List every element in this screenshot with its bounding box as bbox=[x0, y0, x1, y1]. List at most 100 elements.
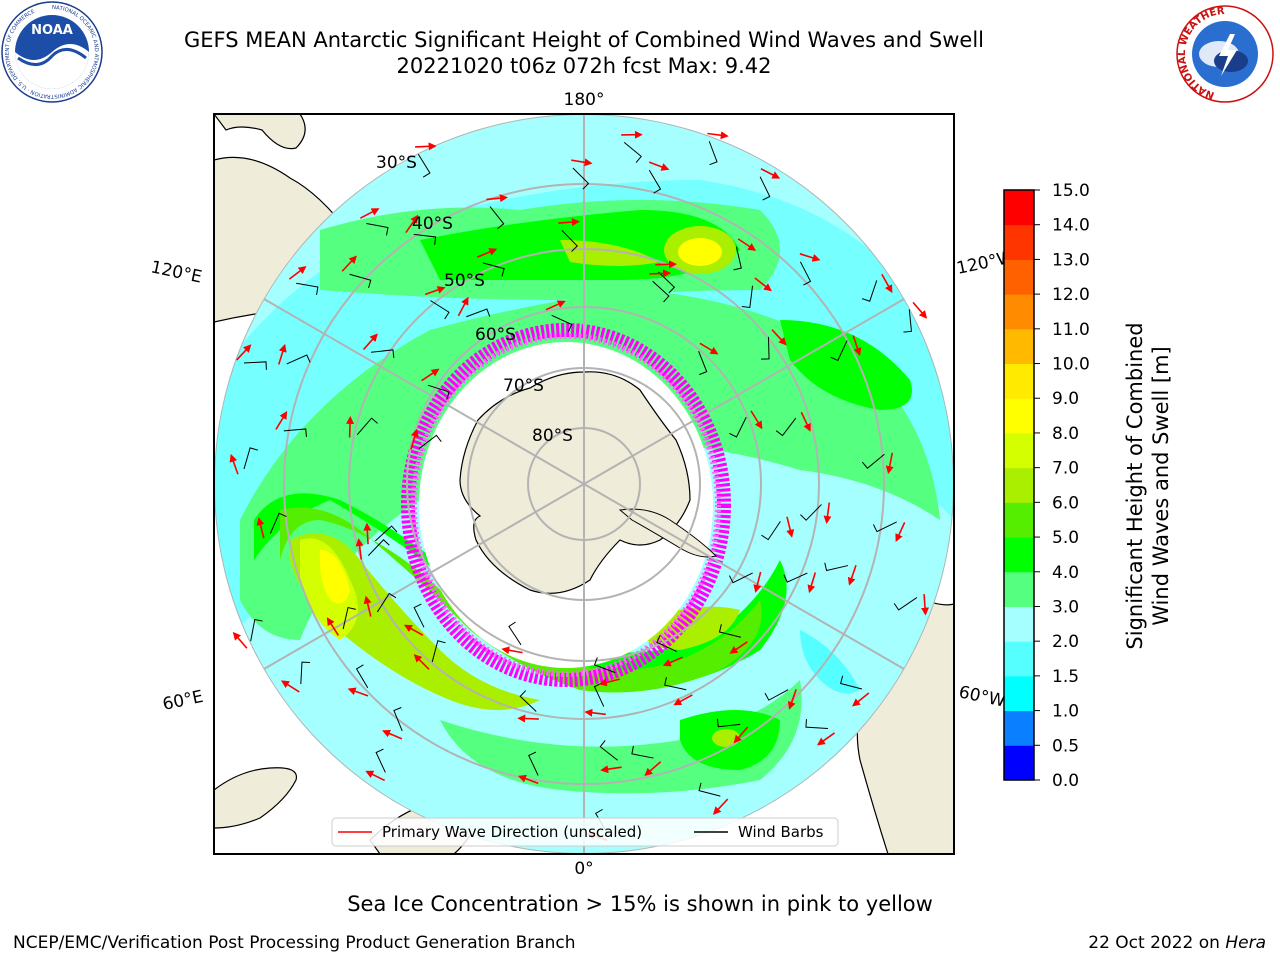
lon-label-180: 180° bbox=[564, 90, 605, 110]
wind-barb bbox=[830, 340, 848, 362]
wind-barb bbox=[376, 592, 397, 613]
wave-direction-arrow bbox=[277, 343, 287, 365]
wave-direction-layer bbox=[229, 130, 929, 842]
wave-direction-arrow bbox=[410, 428, 419, 450]
colorbar-tick-label: 3.0 bbox=[1052, 597, 1079, 617]
wave-direction-arrow bbox=[760, 168, 781, 179]
lon-label-60w: 60°W bbox=[957, 682, 1007, 711]
wind-barb bbox=[698, 351, 708, 376]
wave-direction-arrow bbox=[236, 344, 252, 361]
wave-direction-arrow bbox=[288, 265, 307, 280]
nws-logo: NATIONAL WEATHER SERVICE bbox=[1175, 4, 1274, 103]
wave-direction-arrow bbox=[584, 708, 606, 717]
wind-barb bbox=[489, 206, 505, 230]
wind-barb bbox=[413, 603, 425, 628]
colorbar-tick-label: 9.0 bbox=[1052, 389, 1079, 409]
colorbar-swatch bbox=[1004, 502, 1034, 538]
wave-direction-arrow bbox=[750, 410, 763, 430]
wind-barb bbox=[893, 597, 918, 611]
wind-barb bbox=[761, 521, 781, 541]
colorbar-label-line2: Wind Waves and Swell [m] bbox=[1149, 346, 1173, 626]
colorbar-tick-label: 11.0 bbox=[1052, 320, 1090, 340]
wave-direction-arrow bbox=[421, 368, 440, 382]
legend-wave-direction: Primary Wave Direction (unscaled) bbox=[382, 823, 642, 841]
wind-barb bbox=[805, 719, 828, 730]
wind-barb bbox=[528, 751, 539, 776]
wave-direction-arrow bbox=[754, 277, 772, 292]
colorbar-tick-label: 7.0 bbox=[1052, 459, 1079, 479]
footer-date-text: 22 Oct 2022 on bbox=[1088, 933, 1220, 953]
wave-direction-arrow bbox=[644, 761, 662, 776]
footer-date: 22 Oct 2022 on Hera bbox=[1088, 933, 1266, 953]
wave-direction-arrow bbox=[753, 571, 762, 593]
colorbar-tick-label: 1.0 bbox=[1052, 702, 1079, 722]
colorbar-swatch bbox=[1004, 745, 1034, 781]
colorbar: 0.0 0.5 1.0 1.5 2.0 3.0 4.0 5.0 6.0 7.0 8.0 9.0 10.0… bbox=[1003, 181, 1090, 791]
graticule bbox=[214, 114, 954, 854]
wave-direction-arrow bbox=[280, 680, 300, 693]
wind-barbs-layer bbox=[243, 141, 918, 833]
wind-barb bbox=[561, 229, 578, 252]
wind-barb bbox=[300, 661, 310, 685]
wave-direction-arrow bbox=[807, 572, 817, 594]
wind-barb bbox=[342, 606, 356, 630]
colorbar-tick-label: 14.0 bbox=[1052, 216, 1090, 236]
colorbar-tick-label: 15.0 bbox=[1052, 181, 1090, 201]
colorbar-swatch bbox=[1004, 710, 1034, 746]
wind-barb bbox=[250, 618, 263, 642]
wind-barb bbox=[623, 141, 642, 163]
wave-direction-arrow bbox=[545, 300, 566, 311]
wave-direction-arrow bbox=[786, 516, 795, 538]
wind-barb bbox=[698, 782, 721, 797]
wave-direction-arrow bbox=[347, 687, 369, 697]
wind-barb bbox=[664, 677, 687, 691]
wind-barb bbox=[716, 718, 741, 728]
noaa-logo: NOAA NATIONAL OCEANIC AND ATMOSPHERIC AD… bbox=[1, 1, 103, 103]
wind-barb bbox=[243, 361, 267, 370]
wind-barb bbox=[861, 280, 878, 302]
colorbar-swatch bbox=[1004, 190, 1034, 226]
wind-barb bbox=[508, 621, 522, 646]
wind-barb bbox=[366, 222, 389, 236]
wind-barb bbox=[374, 525, 398, 542]
colorbar-swatch bbox=[1004, 432, 1034, 469]
wave-direction-arrow bbox=[413, 654, 430, 670]
chart-title: GEFS MEAN Antarctic Significant Height o… bbox=[183, 28, 985, 52]
wave-direction-arrow bbox=[518, 774, 539, 785]
wind-barb bbox=[800, 504, 822, 521]
map-frame bbox=[213, 113, 955, 855]
wave-direction-arrow bbox=[355, 538, 364, 560]
wave-direction-arrow bbox=[733, 726, 749, 744]
wave-direction-arrow bbox=[662, 656, 683, 667]
wind-barb bbox=[286, 354, 311, 365]
wave-direction-arrow bbox=[256, 517, 265, 539]
wave-direction-arrow bbox=[649, 269, 672, 278]
wave-direction-arrow bbox=[362, 333, 378, 351]
lat-label-70s: 70°S bbox=[503, 376, 544, 396]
wave-direction-arrow bbox=[816, 732, 836, 746]
wind-barb bbox=[652, 280, 670, 303]
wind-barb bbox=[872, 521, 897, 533]
wave-direction-arrow bbox=[852, 692, 870, 707]
wind-barb bbox=[551, 314, 573, 332]
wave-direction-arrow bbox=[486, 194, 508, 203]
longitude-labels: 180° 0° 120°E 120°W 60°E 60°W bbox=[149, 90, 1016, 879]
wave-direction-arrow bbox=[405, 214, 419, 233]
wave-direction-arrow bbox=[699, 342, 719, 355]
wave-direction-arrow bbox=[729, 641, 748, 654]
wave-direction-arrow bbox=[852, 335, 862, 356]
wave-direction-arrow bbox=[598, 678, 620, 687]
colorbar-tick-label: 12.0 bbox=[1052, 285, 1090, 305]
wave-direction-arrow bbox=[648, 161, 670, 171]
colorbar-tick-label: 8.0 bbox=[1052, 424, 1079, 444]
wave-direction-arrow bbox=[800, 411, 811, 432]
wind-barb bbox=[718, 624, 741, 638]
wind-barb bbox=[430, 300, 450, 320]
colorbar-label-line1: Significant Height of Combined bbox=[1123, 322, 1147, 650]
colorbar-swatch bbox=[1004, 606, 1034, 642]
wave-direction-arrow bbox=[912, 301, 928, 319]
wave-direction-arrow bbox=[359, 208, 380, 219]
wind-barb bbox=[799, 261, 812, 286]
colorbar-tick-label: 13.0 bbox=[1052, 250, 1090, 270]
africa-land bbox=[214, 767, 298, 829]
